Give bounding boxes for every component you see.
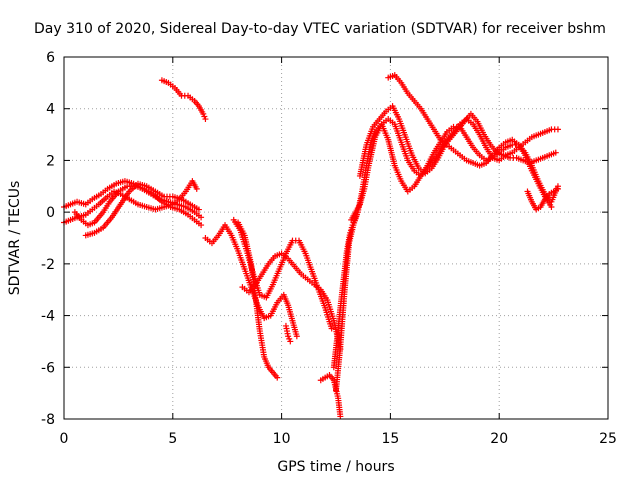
x-axis-ticks: 0 5 10 15 20 25 — [60, 57, 617, 447]
data-series — [202, 222, 300, 340]
data-series — [330, 211, 360, 371]
data-point — [193, 185, 200, 192]
data-point — [293, 333, 300, 340]
data-point — [274, 374, 281, 381]
x-axis-label: GPS time / hours — [277, 459, 394, 475]
data-point — [328, 325, 335, 332]
x-tick-label: 0 — [60, 431, 69, 447]
y-tick-label: 0 — [46, 205, 55, 221]
data-point — [287, 338, 294, 345]
y-tick-label: -2 — [41, 257, 55, 273]
data-point — [548, 203, 555, 210]
y-tick-label: -8 — [41, 412, 55, 428]
data-point — [554, 185, 561, 192]
data-point — [337, 413, 344, 420]
x-tick-label: 25 — [599, 431, 617, 447]
data-series — [61, 178, 205, 221]
data-series — [230, 216, 335, 332]
x-tick-label: 15 — [381, 431, 399, 447]
y-tick-label: -4 — [41, 309, 55, 325]
y-tick-label: 2 — [46, 153, 55, 169]
data-point — [353, 211, 360, 218]
y-tick-label: 6 — [46, 50, 55, 66]
data-series — [385, 72, 555, 210]
data-point — [198, 222, 205, 229]
data-point — [554, 126, 561, 133]
data-point — [198, 214, 205, 221]
data-point — [195, 206, 202, 213]
data-series — [158, 77, 209, 123]
data-points — [61, 72, 561, 420]
chart-title: Day 310 of 2020, Sidereal Day-to-day VTE… — [34, 21, 606, 37]
x-tick-label: 20 — [490, 431, 508, 447]
data-point — [202, 116, 209, 123]
plot-frame — [63, 56, 609, 420]
y-axis-ticks: -8 -6 -4 -2 0 2 4 6 — [41, 50, 608, 428]
data-series — [82, 180, 202, 239]
y-tick-label: -6 — [41, 360, 55, 376]
grid-lines — [64, 57, 608, 419]
y-axis-label: SDTVAR / TECUs — [7, 181, 23, 296]
y-tick-label: 4 — [46, 102, 55, 118]
data-series — [239, 250, 344, 353]
data-series — [524, 185, 561, 213]
data-point — [552, 149, 559, 156]
x-tick-label: 5 — [168, 431, 177, 447]
x-tick-label: 10 — [273, 431, 291, 447]
data-series — [282, 322, 294, 345]
